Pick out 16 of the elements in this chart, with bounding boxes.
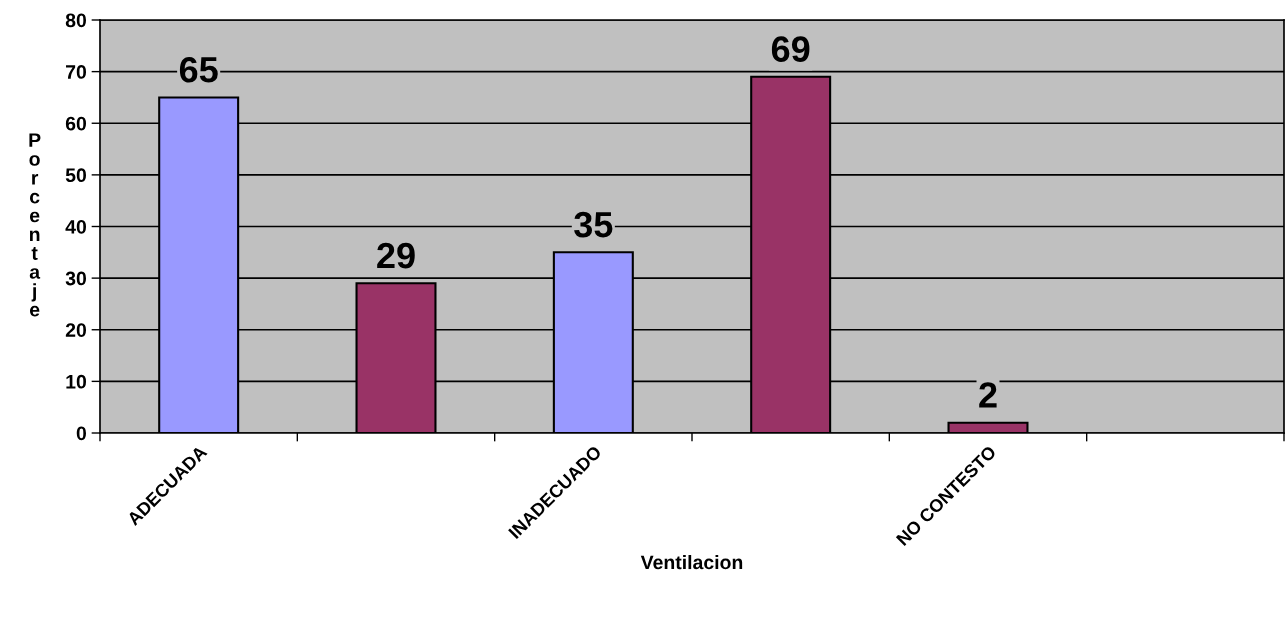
y-tick-label: 20: [65, 323, 87, 337]
data-label: 35: [574, 211, 613, 238]
y-tick-label: 10: [66, 374, 87, 389]
y-tick-label: 0: [76, 426, 87, 441]
data-label: 2: [979, 382, 997, 408]
y-tick-label: 30: [65, 271, 87, 286]
y-tick-label: 60: [65, 116, 87, 131]
text: Porcentaje: [29, 133, 41, 317]
data-label: 69: [771, 36, 810, 62]
x-axis-title: Ventilacion: [640, 554, 743, 570]
y-tick-label: 70: [66, 65, 87, 79]
data-label: 65: [179, 56, 218, 83]
data-label: 29: [377, 242, 415, 269]
y-tick-label: 80: [65, 13, 87, 28]
y-tick-label: 50: [65, 168, 87, 183]
y-tick-label: 40: [65, 219, 87, 234]
